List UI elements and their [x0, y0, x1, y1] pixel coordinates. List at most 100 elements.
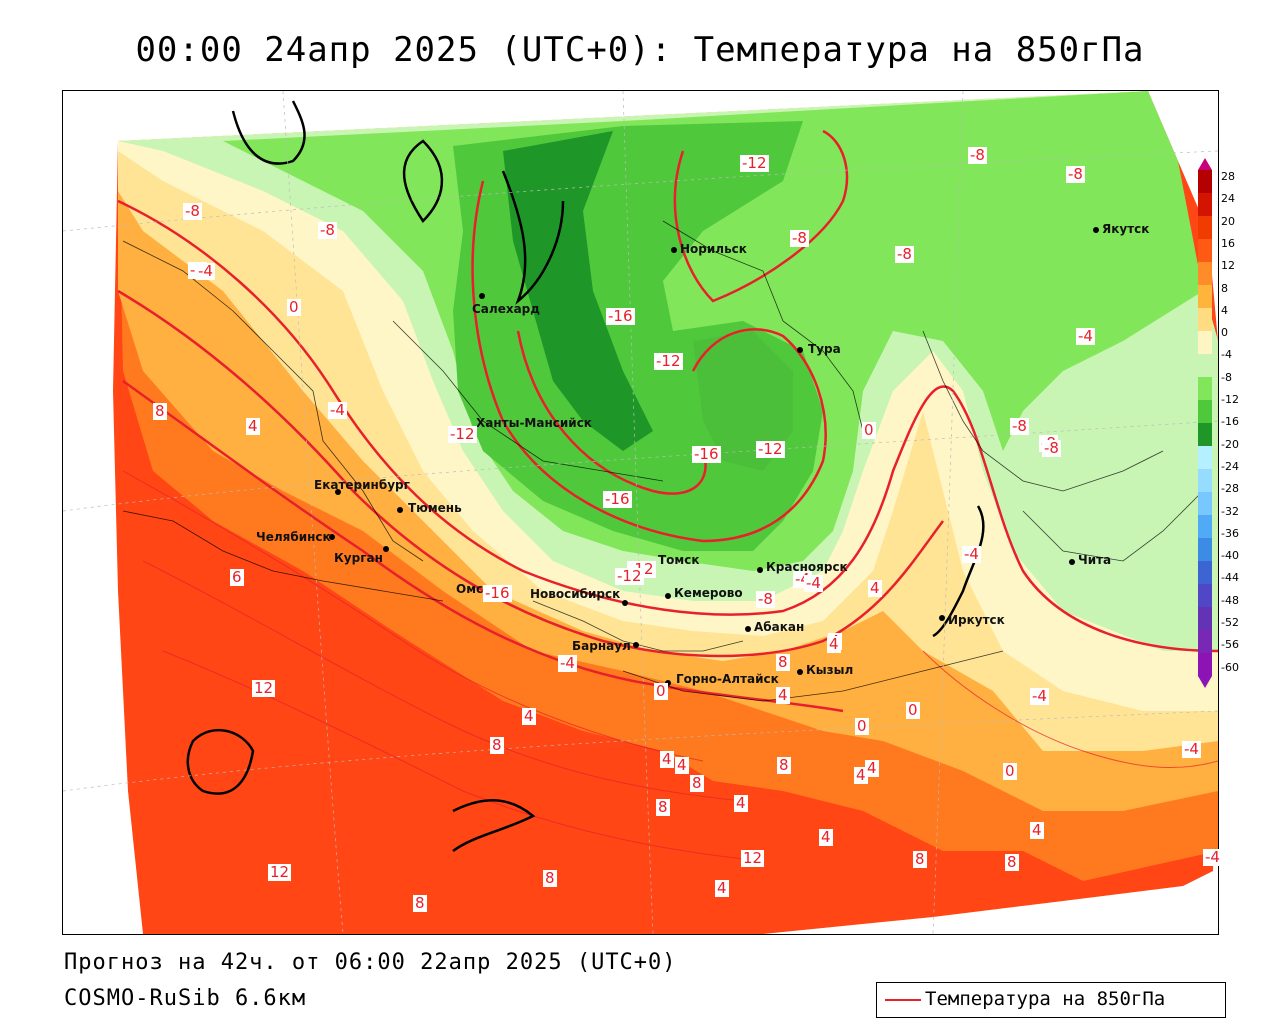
- isotherm-value-label: -12: [756, 440, 785, 458]
- isotherm-value-label: 4: [865, 759, 879, 777]
- city-label: Курган: [334, 551, 383, 565]
- isotherm-value-label: 8: [656, 798, 670, 816]
- colorbar-tick-label: -52: [1221, 616, 1239, 629]
- colorbar-segment: [1198, 630, 1212, 654]
- isotherm-value-label: 4: [1030, 821, 1044, 839]
- isotherm-value-label: 0: [1003, 762, 1017, 780]
- colorbar-tick-label: -36: [1221, 526, 1239, 540]
- city-label: Томск: [658, 553, 700, 567]
- isotherm-value-label: 0: [906, 701, 920, 719]
- isotherm-lines: [117, 129, 1218, 713]
- city-marker: [479, 293, 485, 299]
- isotherm-value-label: -16: [603, 490, 632, 508]
- colorbar-segment: [1198, 170, 1212, 194]
- isotherm-value-label: 8: [490, 736, 504, 754]
- isotherm-value-label: -4: [1076, 327, 1095, 345]
- colorbar-tick-label: -28: [1221, 482, 1239, 496]
- colorbar-segment: [1198, 561, 1212, 585]
- isotherm-value-label: -4: [962, 545, 981, 563]
- legend: Температура на 850гПа: [876, 982, 1226, 1018]
- colorbar-top-arrow: [1198, 158, 1212, 170]
- isotherm-value-label: 8: [913, 850, 927, 868]
- city-marker: [671, 247, 677, 253]
- colorbar-segment: [1198, 354, 1212, 378]
- isotherm-value-label: -12: [740, 154, 769, 172]
- isotherm-value-label: -4: [804, 574, 823, 592]
- city-marker: [665, 593, 671, 599]
- colorbar-segment: [1198, 584, 1212, 608]
- colorbar-tick-label: -4: [1221, 348, 1232, 362]
- city-label: Красноярск: [766, 560, 848, 574]
- isotherm-value-label: 12: [268, 863, 292, 881]
- colorbar-segment: [1198, 446, 1212, 470]
- city-label: Тюмень: [408, 501, 462, 515]
- isotherm-value-label: -4: [558, 654, 577, 672]
- isotherm-value-label: 0: [862, 421, 876, 439]
- city-marker: [939, 615, 945, 621]
- city-label: Норильск: [680, 242, 747, 256]
- city-label: Новосибирск: [530, 587, 621, 601]
- colorbar-tick-label: -24: [1221, 459, 1239, 473]
- colorbar-tick-label: -40: [1221, 549, 1239, 563]
- isotherm-value-label: 4: [715, 879, 729, 897]
- city-marker: [633, 642, 639, 648]
- city-label: Екатеринбург: [314, 478, 410, 492]
- colorbar-bottom-arrow: [1198, 676, 1212, 688]
- colorbar-tick-label: -32: [1221, 504, 1239, 518]
- isotherm-value-label: -4: [1182, 740, 1201, 758]
- legend-line-swatch: [885, 999, 921, 1001]
- colorbar-tick-label: 24: [1221, 192, 1235, 206]
- admin-borders: [122, 220, 1204, 702]
- isotherm-value-label: -8: [1010, 417, 1029, 435]
- colorbar-segment: [1198, 262, 1212, 286]
- colorbar-tick-label: -56: [1221, 638, 1239, 652]
- city-marker: [797, 669, 803, 675]
- colorbar-segment: [1198, 400, 1212, 424]
- colorbar-tick-label: 12: [1221, 259, 1235, 273]
- isotherm-value-label: 0: [287, 298, 301, 316]
- colorbar-segment: [1198, 239, 1212, 263]
- isotherm-value-label: 8: [153, 402, 167, 420]
- colorbar-tick-label: -60: [1221, 660, 1239, 674]
- colorbar-segment: [1198, 308, 1212, 332]
- colorbar-segment: [1198, 377, 1212, 401]
- city-label: Иркутск: [948, 613, 1005, 627]
- map-canvas: [63, 91, 1218, 934]
- isotherm-value-label: -16: [692, 445, 721, 463]
- isotherm-value-label: 6: [230, 568, 244, 586]
- colorbar-segment: [1198, 285, 1212, 309]
- isotherm-value-label: -8: [1042, 439, 1061, 457]
- colorbar-segment: [1198, 607, 1212, 631]
- isotherm-value-label: -16: [606, 307, 635, 325]
- colorbar-tick-label: -16: [1221, 415, 1239, 429]
- zone-minus16-east: [693, 331, 793, 471]
- colorbar-segment: [1198, 538, 1212, 562]
- city-marker: [757, 567, 763, 573]
- isotherm-value-label: -8: [1066, 165, 1085, 183]
- city-marker: [335, 489, 341, 495]
- zone-minus16: [503, 131, 653, 451]
- city-label: Кызыл: [806, 663, 854, 677]
- isotherm-value-label: 4: [734, 794, 748, 812]
- isotherm-value-label: 8: [776, 653, 790, 671]
- colorbar-tick-label: 20: [1221, 214, 1235, 228]
- isotherm-value-label: -8: [968, 146, 987, 164]
- colorbar-tick-label: -48: [1221, 593, 1239, 607]
- isotherm-value-label: -4: [196, 262, 215, 280]
- city-marker: [1069, 559, 1075, 565]
- colorbar-tick-label: 4: [1221, 303, 1228, 317]
- colorbar-segment: [1198, 653, 1212, 677]
- colorbar-segment: [1198, 469, 1212, 493]
- isotherm-value-label: -16: [483, 584, 512, 602]
- city-marker: [797, 347, 803, 353]
- isotherm-value-label: -4: [1030, 687, 1049, 705]
- isotherm-value-label: 8: [690, 774, 704, 792]
- city-marker: [665, 680, 671, 686]
- colorbar-segment: [1198, 331, 1212, 355]
- city-marker: [622, 600, 628, 606]
- page-title: 00:00 24апр 2025 (UTC+0): Температура на…: [135, 30, 1145, 70]
- isotherm-value-label: 4: [675, 756, 689, 774]
- isotherm-value-label: 0: [654, 682, 668, 700]
- isotherm-value-label: 4: [854, 766, 868, 784]
- isotherm-value-label: 0: [855, 717, 869, 735]
